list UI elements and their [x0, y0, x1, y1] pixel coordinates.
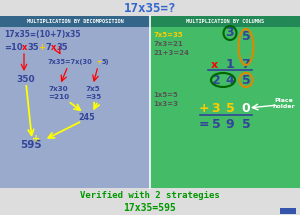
- Text: x: x: [22, 43, 27, 52]
- Text: 7: 7: [45, 43, 51, 52]
- Text: 5): 5): [101, 59, 109, 65]
- Text: 9: 9: [226, 118, 234, 132]
- Text: +: +: [199, 103, 209, 115]
- Bar: [150, 16, 300, 27]
- Text: =210: =210: [48, 94, 69, 100]
- Text: 245: 245: [78, 112, 94, 121]
- Text: 7x3=21: 7x3=21: [153, 41, 183, 47]
- Text: 1x3=3: 1x3=3: [153, 101, 178, 107]
- Bar: [0, 16, 150, 27]
- Text: +: +: [38, 43, 45, 52]
- Text: 21+3=24: 21+3=24: [153, 50, 189, 56]
- Text: 5: 5: [226, 103, 234, 115]
- Text: 17x35=(10+7)x35: 17x35=(10+7)x35: [4, 31, 80, 40]
- Text: 0: 0: [242, 103, 250, 115]
- Text: Verified with 2 strategies: Verified with 2 strategies: [80, 192, 220, 201]
- Text: Place: Place: [274, 97, 293, 103]
- Text: holder: holder: [273, 104, 295, 109]
- Bar: [280, 208, 296, 214]
- Text: 1: 1: [226, 58, 234, 72]
- Text: 17x35=?: 17x35=?: [124, 3, 176, 15]
- Text: 35: 35: [56, 43, 68, 52]
- Text: x: x: [51, 43, 56, 52]
- Text: =: =: [199, 118, 209, 132]
- Text: MULTIPLICATION BY COLUMNS: MULTIPLICATION BY COLUMNS: [186, 19, 264, 24]
- Text: 7x5=35: 7x5=35: [153, 32, 183, 38]
- Text: 5: 5: [242, 74, 250, 86]
- Text: 7x35=7x(30: 7x35=7x(30: [48, 59, 93, 65]
- Text: 7x5: 7x5: [85, 86, 100, 92]
- Text: +: +: [32, 134, 40, 144]
- Text: 3: 3: [212, 103, 220, 115]
- Text: 3: 3: [226, 26, 234, 40]
- Text: 350: 350: [16, 75, 34, 83]
- Text: 5: 5: [242, 118, 250, 132]
- Text: =35: =35: [85, 94, 101, 100]
- Bar: [150, 16, 300, 188]
- Text: 595: 595: [20, 140, 42, 150]
- Text: +: +: [96, 59, 101, 65]
- Text: 35: 35: [27, 43, 39, 52]
- Text: MULTIPLICATION BY DECOMPOSITION: MULTIPLICATION BY DECOMPOSITION: [27, 19, 123, 24]
- Text: 17x35=595: 17x35=595: [124, 203, 176, 213]
- Text: x: x: [210, 60, 218, 70]
- Text: 5: 5: [212, 118, 220, 132]
- Text: 7x30: 7x30: [48, 86, 68, 92]
- Text: 1x5=5: 1x5=5: [153, 92, 178, 98]
- Text: 5: 5: [242, 31, 250, 43]
- Text: 4: 4: [226, 74, 234, 86]
- Text: 7: 7: [242, 58, 250, 72]
- Text: =10: =10: [4, 43, 22, 52]
- Text: 2: 2: [212, 74, 220, 86]
- Bar: [0, 16, 150, 188]
